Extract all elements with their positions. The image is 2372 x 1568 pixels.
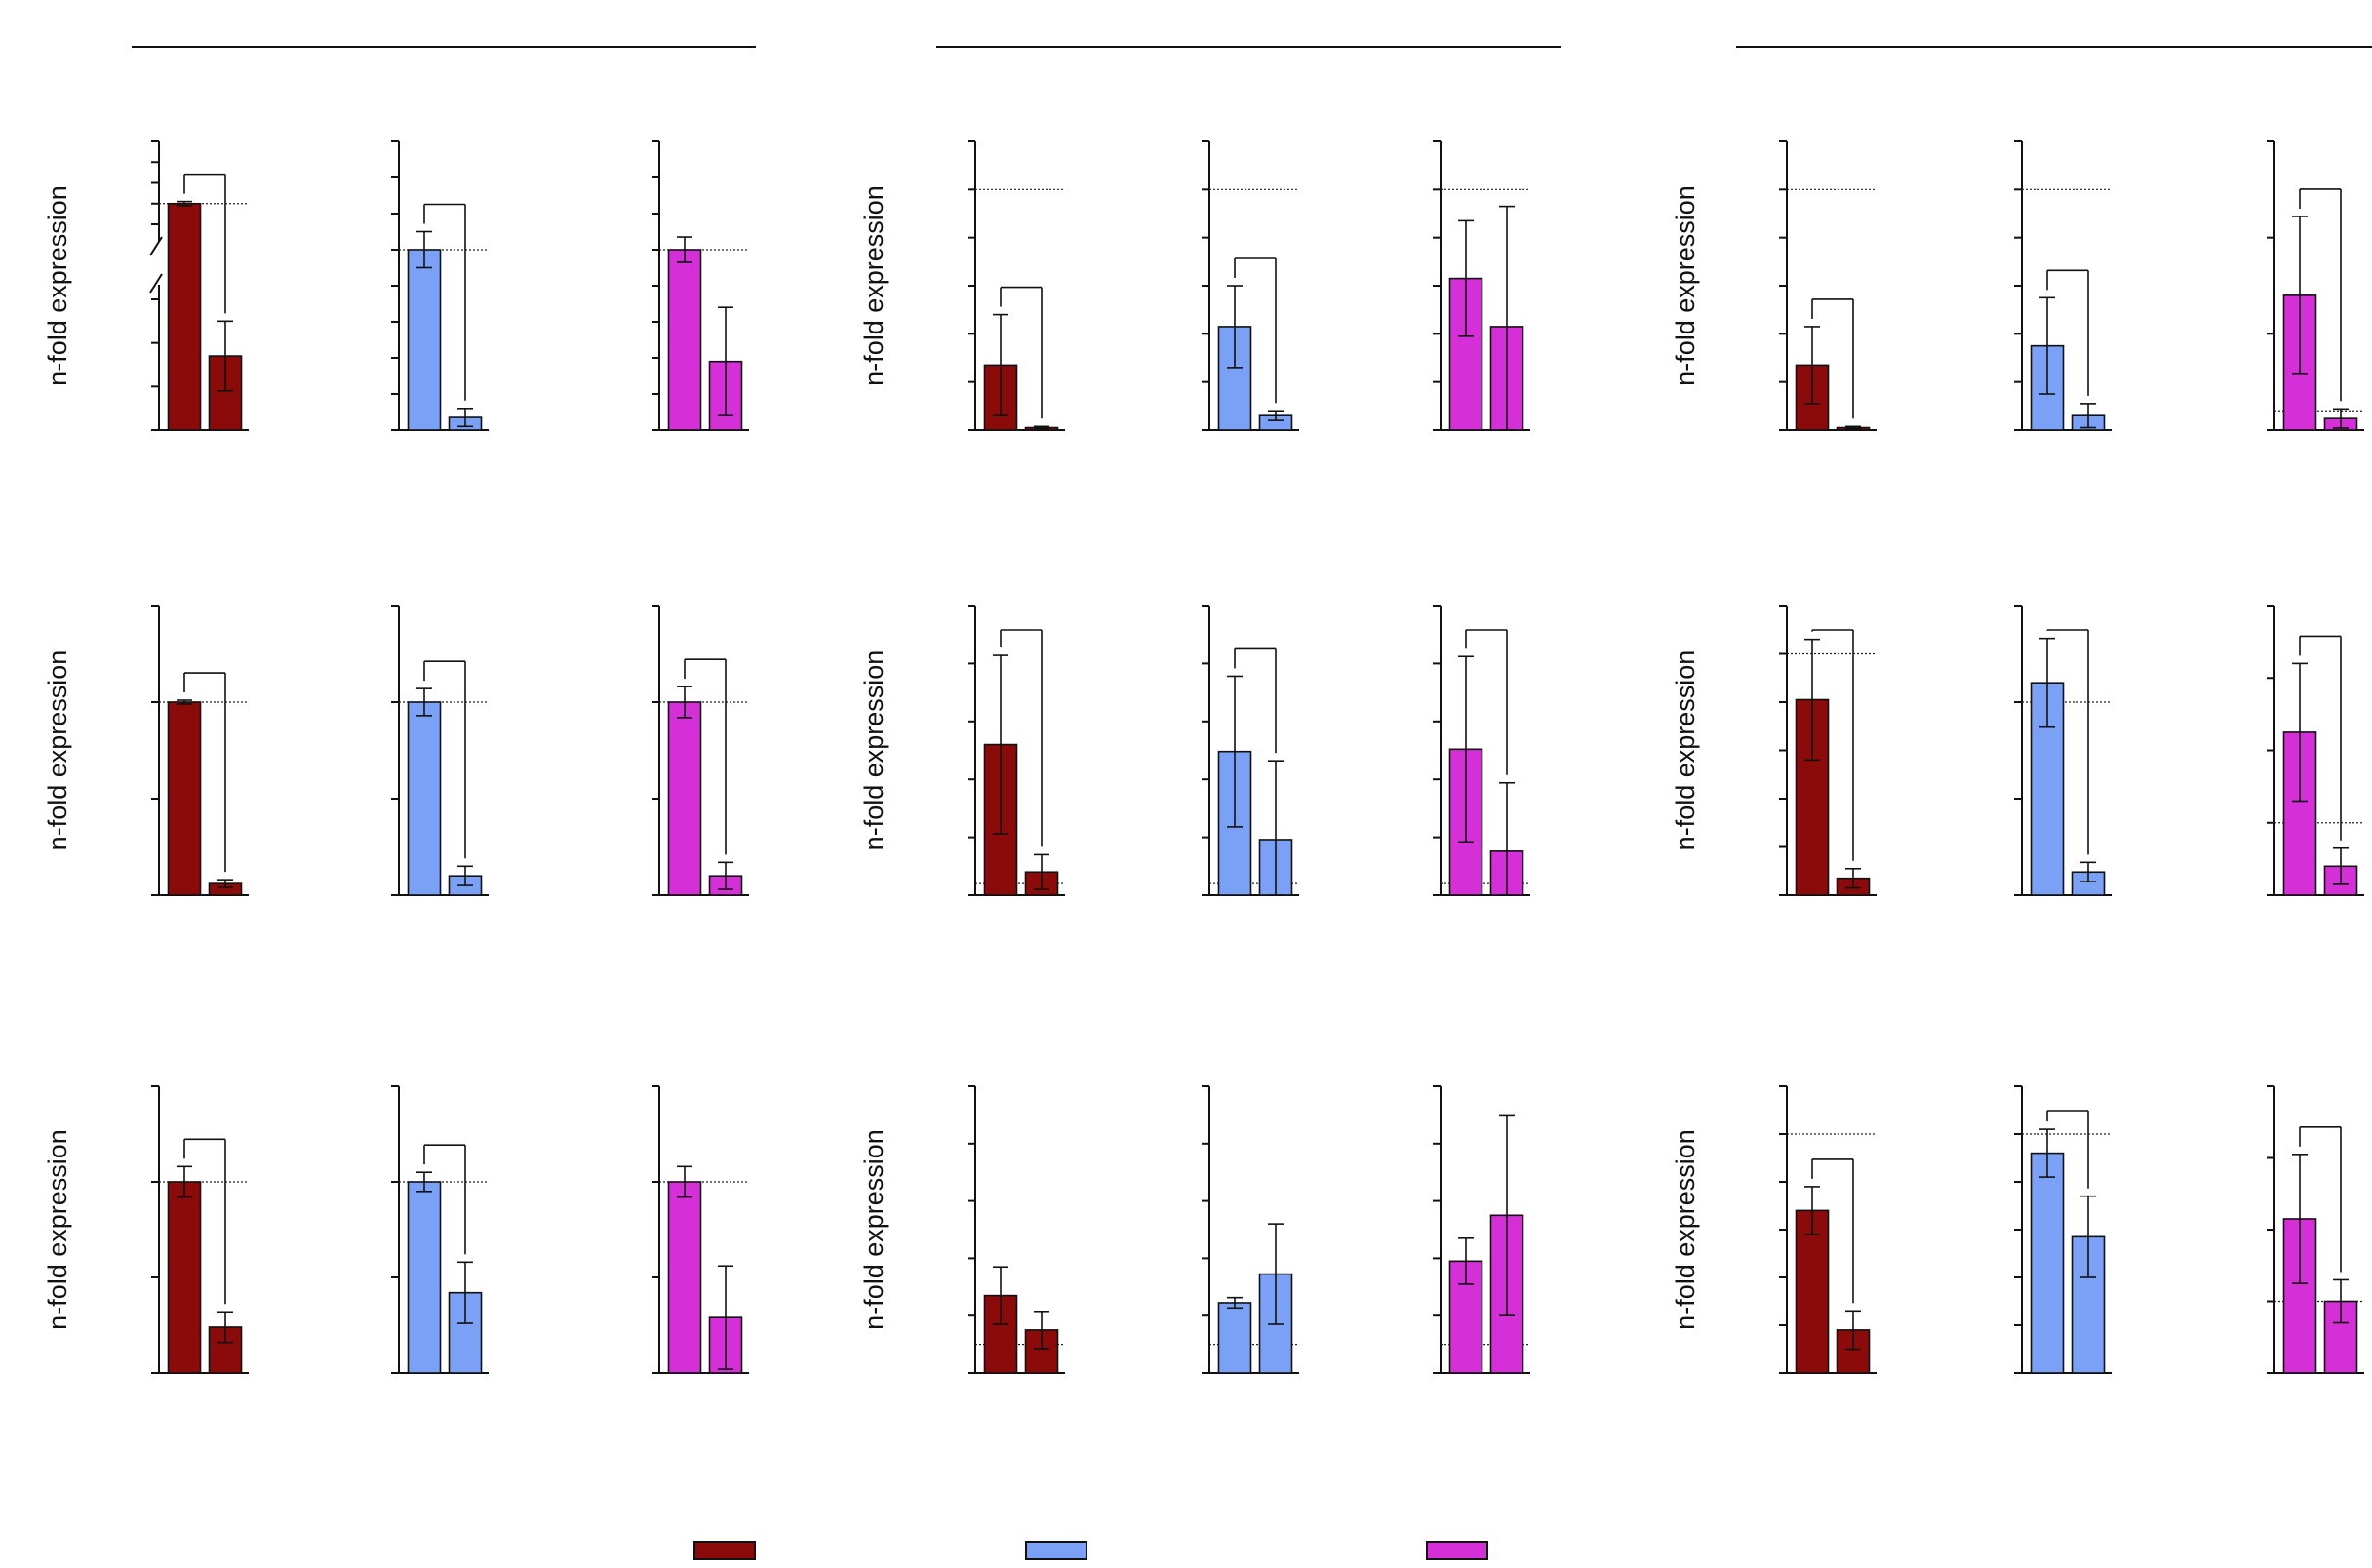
chart-panel xyxy=(1433,1085,1530,1374)
bar xyxy=(448,1291,483,1374)
bar xyxy=(167,701,202,896)
y-axis-label-text: expression xyxy=(1671,650,1700,778)
legend-swatch xyxy=(693,1541,756,1560)
chart-panel xyxy=(2267,140,2364,431)
chart-panel xyxy=(2014,605,2112,896)
y-axis-label-text: expression xyxy=(859,185,889,313)
y-axis-label-text: n-fold xyxy=(859,1257,889,1330)
y-axis-label-text: n-fold xyxy=(43,1257,72,1330)
y-axis-label-text: expression xyxy=(43,1129,72,1257)
y-axis-label-text: n-fold xyxy=(43,313,72,386)
legend-swatch xyxy=(1025,1541,1087,1560)
y-axis-label-text: expression xyxy=(859,650,889,778)
chart-panel xyxy=(391,1085,489,1374)
chart-panel xyxy=(1202,605,1299,896)
chart-panel xyxy=(2014,1085,2112,1374)
chart-panel: n-fold expression xyxy=(43,605,249,896)
bar xyxy=(407,249,442,431)
chart-panel: n-fold expression xyxy=(1671,140,1877,431)
legend-swatch xyxy=(1426,1541,1488,1560)
chart-panel: n-fold expression xyxy=(1671,605,1877,896)
bar xyxy=(208,355,243,431)
bar xyxy=(2030,1152,2065,1374)
bar xyxy=(667,701,702,896)
chart-panel: n-fold expression xyxy=(859,140,1065,431)
y-axis-label: n-fold expression xyxy=(1671,650,1700,851)
bar xyxy=(667,1181,702,1374)
bar xyxy=(167,1181,202,1374)
chart-panel xyxy=(652,605,749,896)
chart-panel xyxy=(391,605,489,896)
bar xyxy=(407,701,442,896)
y-axis-label-text: n-fold xyxy=(1671,777,1700,850)
y-axis-label-text: n-fold xyxy=(43,777,72,850)
chart-panel xyxy=(1202,1085,1299,1374)
bar xyxy=(407,1181,442,1374)
chart-panel: n-fold expression xyxy=(43,1085,249,1374)
y-axis-label: n-fold expression xyxy=(43,185,72,386)
chart-panel: n-fold expression xyxy=(1671,1085,1877,1374)
y-axis-label: n-fold expression xyxy=(1671,185,1700,386)
bar xyxy=(1217,1302,1252,1374)
chart-panel xyxy=(1433,140,1530,431)
chart-panel xyxy=(652,140,749,431)
chart-panel: n-fold expression xyxy=(859,1085,1065,1374)
legend-item xyxy=(1025,1541,1087,1560)
legend-item xyxy=(693,1541,756,1560)
y-axis-label: n-fold expression xyxy=(43,650,72,851)
y-axis-label-text: n-fold xyxy=(859,313,889,386)
bar xyxy=(167,202,202,431)
axis-break-mark xyxy=(149,236,163,256)
y-axis-label: n-fold expression xyxy=(43,1129,72,1330)
chart-panel xyxy=(1202,140,1299,431)
y-axis-label-text: expression xyxy=(1671,185,1700,313)
chart-panel xyxy=(1433,605,1530,896)
chart-panel xyxy=(652,1085,749,1374)
bar xyxy=(2323,1300,2358,1374)
y-axis-label-text: expression xyxy=(43,185,72,313)
y-axis-label-text: expression xyxy=(1671,1129,1700,1257)
axis-break-mark xyxy=(149,273,163,294)
chart-panel xyxy=(2014,140,2112,431)
y-axis-label-text: n-fold xyxy=(1671,1257,1700,1330)
bar xyxy=(667,249,702,431)
y-axis-label-text: n-fold xyxy=(1671,313,1700,386)
chart-panel xyxy=(391,140,489,431)
chart-panel xyxy=(2267,1085,2364,1374)
y-axis-label-text: n-fold xyxy=(859,777,889,850)
chart-panel xyxy=(2267,605,2364,896)
y-axis-label: n-fold expression xyxy=(859,1129,889,1330)
y-axis-label-text: expression xyxy=(859,1129,889,1257)
chart-panel: n-fold expression xyxy=(43,140,249,431)
legend-item xyxy=(1426,1541,1488,1560)
bar xyxy=(1795,1209,1830,1374)
y-axis-label-text: expression xyxy=(43,650,72,778)
chart-panel: n-fold expression xyxy=(859,605,1065,896)
y-axis-label: n-fold expression xyxy=(859,185,889,386)
y-axis-label: n-fold expression xyxy=(859,650,889,851)
y-axis-label: n-fold expression xyxy=(1671,1129,1700,1330)
